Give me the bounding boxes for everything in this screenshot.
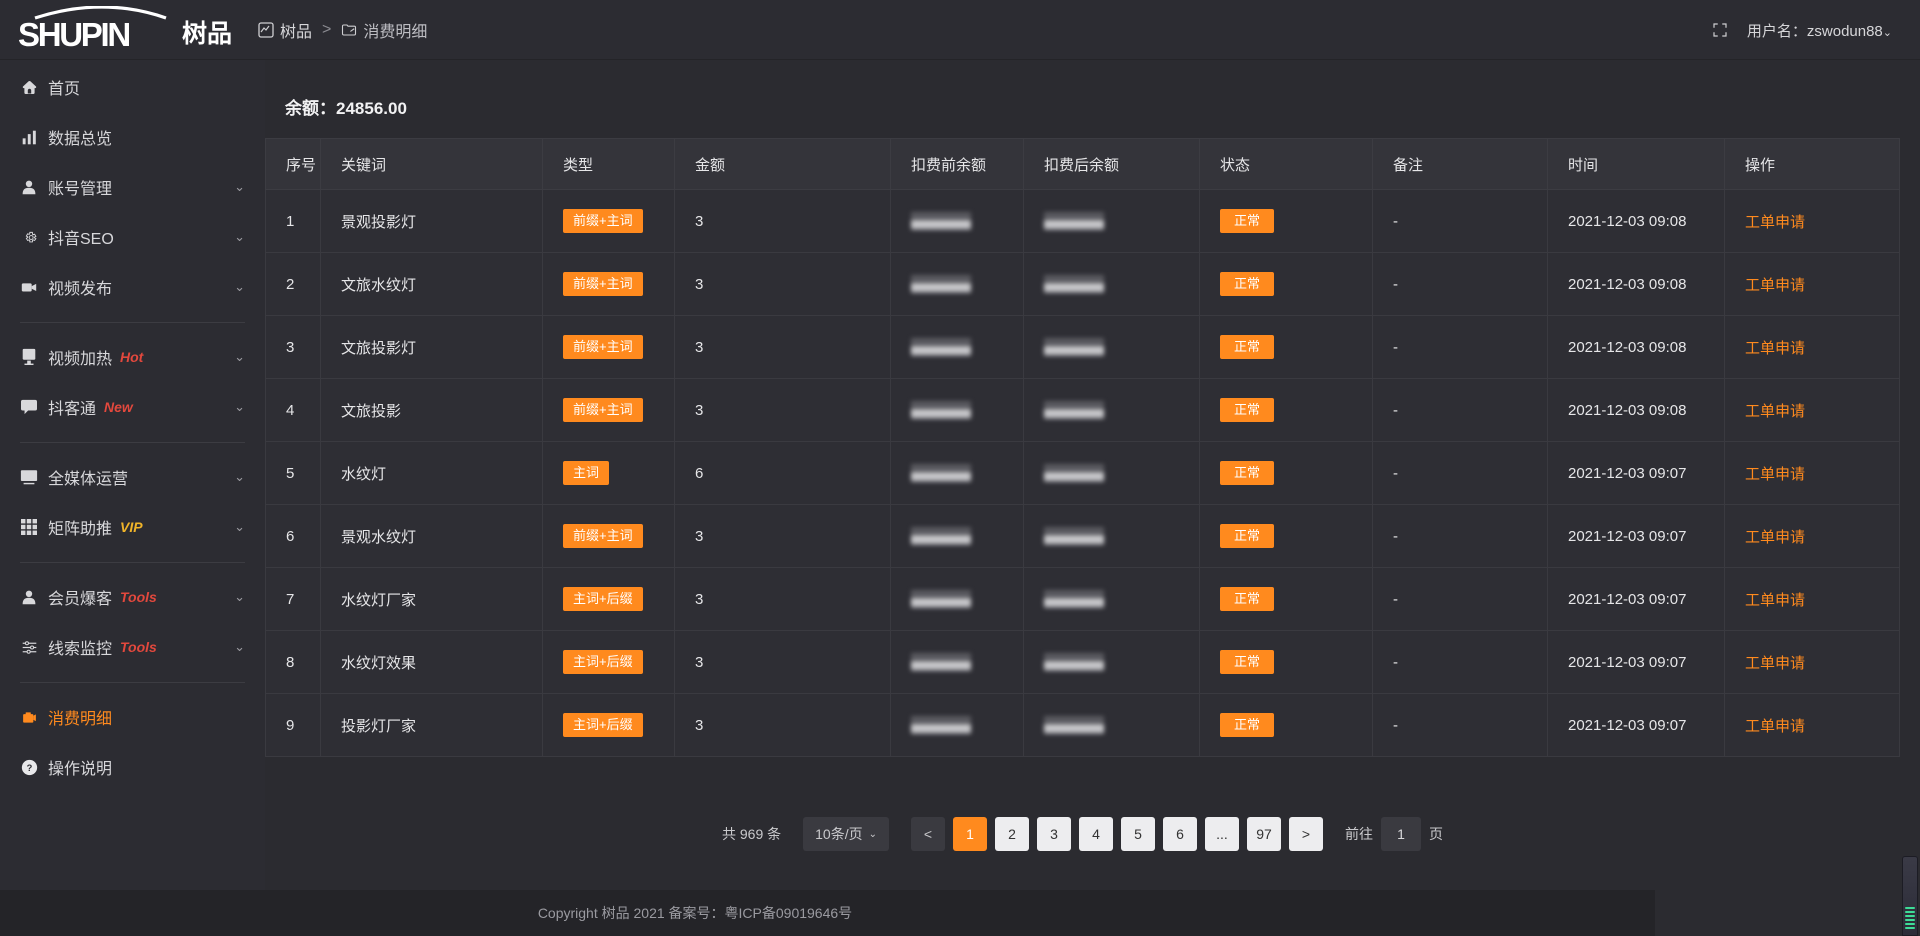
svg-text:树品: 树品 xyxy=(182,20,232,48)
svg-text:SHUPIN: SHUPIN xyxy=(18,16,129,53)
svg-text:?: ? xyxy=(26,763,32,773)
